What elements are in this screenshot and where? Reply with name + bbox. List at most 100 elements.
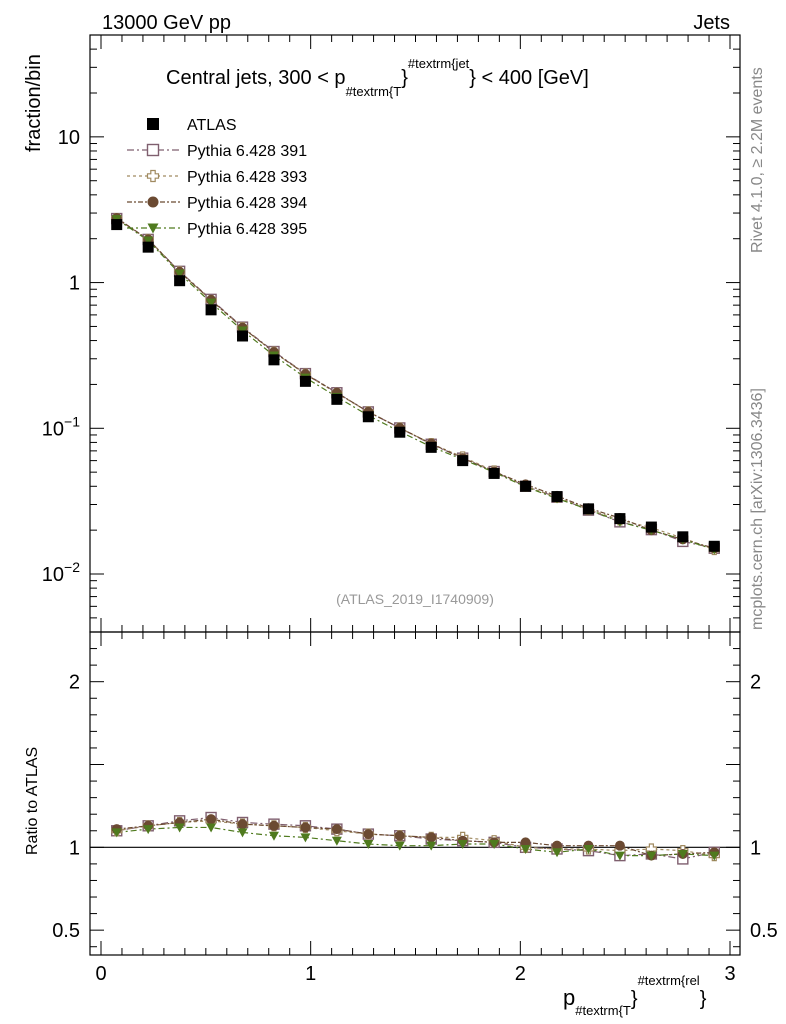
- x-axis-label-close: }: [700, 988, 707, 1010]
- plot-title: Central jets, 300 < p#textrm{T}#textrm{j…: [166, 56, 589, 99]
- plot-title-sup: #textrm{jet: [408, 56, 470, 71]
- reference-point: [457, 455, 469, 467]
- reference-point: [142, 241, 154, 253]
- ratio-point: [268, 820, 279, 831]
- x-axis-label-sup: #textrm{rel: [638, 973, 700, 988]
- legend-label: Pythia 6.428 394: [187, 195, 307, 212]
- series-line: [116, 218, 715, 549]
- x-axis-label-sub: #textrm{T: [575, 1003, 631, 1018]
- reference-point: [614, 513, 626, 525]
- ratio-point: [394, 830, 405, 841]
- x-tick-label: 3: [724, 963, 735, 985]
- reference-point: [582, 503, 594, 515]
- ratio-point: [426, 841, 437, 851]
- x-tick-label: 1: [305, 963, 316, 985]
- x-axis-label: p#textrm{T}#textrm{rel}: [563, 973, 707, 1018]
- data-point: [174, 269, 185, 279]
- legend-marker-reference: [147, 118, 159, 130]
- reference-point: [111, 219, 123, 231]
- ratio-point: [614, 840, 625, 851]
- reference-point: [237, 330, 249, 342]
- legend-marker: [146, 169, 160, 183]
- y-tick-label: 10−1: [42, 413, 80, 440]
- reference-point: [645, 521, 657, 533]
- y-axis-label: fraction/bin: [23, 54, 45, 152]
- reference-point: [677, 531, 689, 543]
- ratio-point: [457, 840, 468, 850]
- ratio-point: [300, 833, 311, 843]
- reference-point: [425, 441, 437, 453]
- ratio-point: [646, 851, 657, 861]
- ratio-point: [363, 829, 374, 840]
- x-tick-label: 0: [95, 963, 106, 985]
- data-point: [206, 298, 217, 308]
- x-tick-label: 2: [515, 963, 526, 985]
- ratio-tick-label-right: 1: [750, 837, 761, 859]
- ratio-tick-label: 1: [69, 837, 80, 859]
- header-left: 13000 GeV pp: [102, 12, 231, 34]
- ratio-point: [206, 823, 217, 833]
- ratio-point: [614, 851, 625, 861]
- ratio-tick-label: 2: [69, 672, 80, 694]
- ratio-point: [331, 836, 342, 846]
- plot-title-brace: }: [401, 67, 408, 89]
- ratio-point: [300, 822, 311, 833]
- ratio-point: [206, 814, 217, 825]
- plot-title-main: Central jets, 300 < p: [166, 67, 346, 89]
- ratio-point: [709, 851, 720, 861]
- legend-marker: [147, 196, 159, 208]
- side-label-rivet: Rivet 4.1.0, ≥ 2.2M events: [749, 67, 766, 253]
- reference-point: [331, 393, 343, 405]
- plot-title-tail: } < 400 [GeV]: [469, 67, 589, 89]
- header-right: Jets: [693, 12, 730, 34]
- reference-point: [362, 411, 374, 423]
- axes-layer: 0 1 2 3 10 1 10−1 10−2 2 2 1 1 0.5 0.5: [42, 34, 778, 985]
- ratio-point: [583, 844, 594, 854]
- reference-point: [174, 275, 186, 287]
- data-point: [143, 236, 154, 246]
- ratio-point: [552, 840, 563, 851]
- ratio-point: [174, 823, 185, 833]
- ratio-point: [237, 819, 248, 830]
- legend-label: Pythia 6.428 393: [187, 169, 307, 186]
- reference-point: [299, 375, 311, 387]
- ratio-y-axis-label: Ratio to ATLAS: [24, 747, 41, 855]
- legend-marker: [146, 143, 160, 157]
- plot-title-sub: #textrm{T: [346, 84, 402, 99]
- reference-point: [488, 467, 500, 479]
- ratio-point: [111, 828, 122, 838]
- ratio-point: [520, 844, 531, 854]
- ratio-point: [426, 832, 437, 843]
- ratio-plot-frame: [89, 631, 741, 956]
- ratio-point: [677, 849, 688, 859]
- reference-point: [520, 480, 532, 492]
- y-tick-label: 1: [69, 273, 80, 295]
- legend-marker: [147, 223, 159, 234]
- ratio-point: [489, 840, 500, 850]
- ratio-point: [143, 825, 154, 835]
- x-axis-label-brace: }: [631, 988, 638, 1010]
- ratio-point: [363, 840, 374, 850]
- reference-point: [268, 354, 280, 366]
- legend-label: Pythia 6.428 395: [187, 221, 307, 238]
- markers-layer: [111, 212, 720, 865]
- reference-point: [708, 540, 720, 552]
- side-label-mcplots: mcplots.cern.ch [arXiv:1306.3436]: [749, 388, 766, 630]
- ratio-point: [520, 837, 531, 848]
- legend: ATLAS Pythia 6.428 391 Pythia 6.428 393 Pyt…: [127, 117, 307, 238]
- ratio-point: [394, 841, 405, 851]
- ratio-point: [237, 828, 248, 838]
- ratio-tick-label-right: 0.5: [750, 920, 778, 942]
- ratio-point: [268, 831, 279, 841]
- legend-label: Pythia 6.428 391: [187, 143, 307, 160]
- series-line: [116, 217, 715, 549]
- legend-label-reference: ATLAS: [187, 117, 237, 134]
- reference-point: [205, 304, 217, 316]
- series-line: [116, 218, 715, 551]
- y-tick-label: 10−2: [42, 559, 80, 586]
- series-line: [116, 218, 715, 551]
- ratio-point: [331, 824, 342, 835]
- ratio-tick-label-right: 2: [750, 672, 761, 694]
- analysis-watermark: (ATLAS_2019_I1740909): [336, 591, 494, 607]
